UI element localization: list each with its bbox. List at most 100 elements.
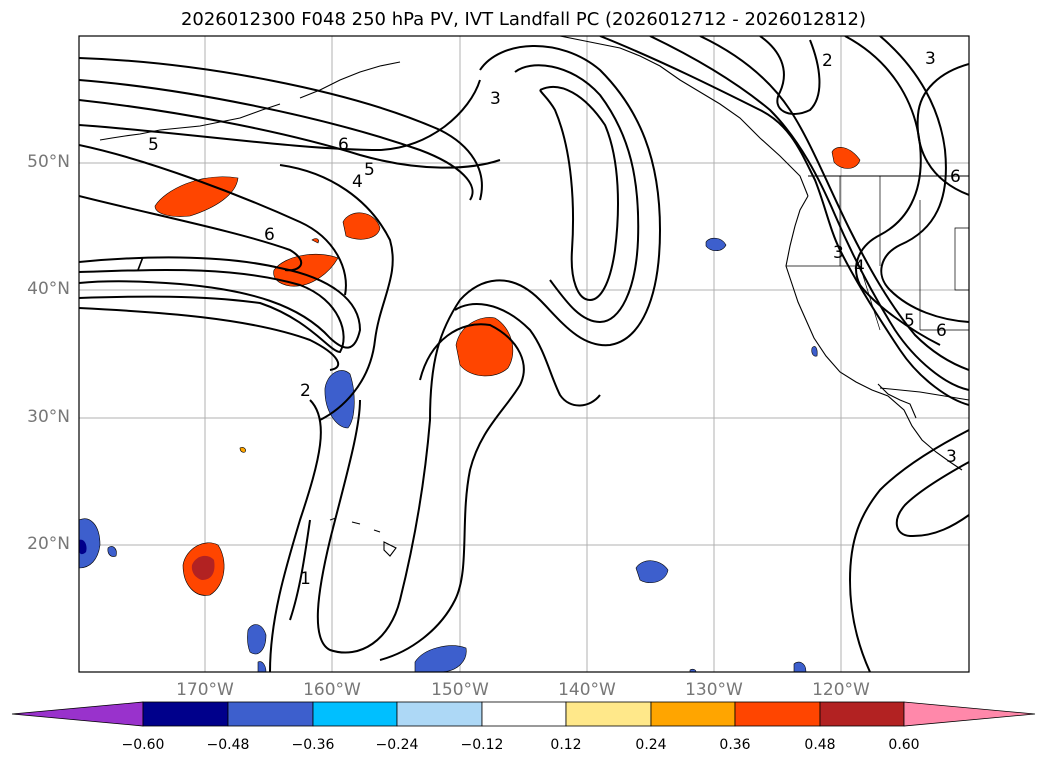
negative-anomaly-blob: [689, 668, 697, 672]
contour-label: 2: [822, 51, 833, 71]
contour-label-group: 1 2 3 3 3 4 4 5 5 5 6 6 6 6 7 2 3: [134, 49, 961, 589]
contour-label: 6: [936, 321, 947, 341]
contour-line-4-east: [649, 36, 969, 391]
positive-anomaly-blob: [342, 212, 381, 240]
contour-line-7: [79, 256, 362, 349]
colorbar-segment: [396, 701, 483, 727]
colorbar-extend-high: [903, 701, 1036, 727]
contour-label: 5: [364, 160, 375, 180]
negative-anomaly-blob: [79, 518, 101, 569]
lat-label-50n: 50°N: [27, 152, 70, 172]
contour-line-4: [79, 79, 474, 201]
colorbar: [11, 701, 1036, 727]
contour-line-6-upper: [79, 79, 481, 152]
contour-label: 4: [854, 257, 865, 277]
contour-line-2-east: [759, 36, 821, 115]
contour-line-5: [79, 144, 347, 296]
contour-line-2: [539, 85, 619, 302]
contour-label: 3: [490, 89, 501, 109]
negative-anomaly-blob: [247, 624, 267, 655]
colorbar-tick-label: 0.36: [719, 737, 751, 753]
chart-title: 2026012300 F048 250 hPa PV, IVT Landfall…: [180, 9, 867, 30]
positive-anomaly-blob: [455, 317, 514, 377]
contour-line-2-trough: [269, 399, 322, 672]
contour-label: 5: [148, 135, 159, 155]
aleutian-islands: [99, 61, 401, 141]
colorbar-tick-label: −0.36: [291, 737, 335, 753]
contour-label: 3: [946, 447, 957, 467]
lon-label-130w: 130°W: [685, 680, 743, 700]
colorbar-segment: [142, 701, 229, 727]
colorbar-tick-label: 0.48: [804, 737, 836, 753]
contour-line-3-northeast: [916, 63, 969, 196]
colorbar-segment: [565, 701, 652, 727]
negative-anomaly-blob: [635, 560, 669, 583]
map-plot-area: [79, 36, 969, 672]
contour-label: 6: [264, 225, 275, 245]
positive-anomaly-blob: [831, 147, 861, 169]
lat-label-20n: 20°N: [27, 534, 70, 554]
contour-line-lower-east: [848, 429, 969, 672]
colorbar-segment: [650, 701, 736, 727]
colorbar-tick-label: −0.48: [206, 737, 250, 753]
contour-line-5: [79, 99, 501, 169]
lon-label-170w: 170°W: [176, 680, 234, 700]
colorbar-segment: [481, 701, 567, 727]
negative-anomaly-core: [79, 539, 87, 555]
colorbar-tick-label: 0.12: [550, 737, 582, 753]
contour-label: 7: [134, 255, 145, 275]
colorbar-segment: [734, 701, 821, 727]
contour-line-1: [454, 303, 601, 407]
pv-contours: [79, 36, 969, 672]
colorbar-segment: [227, 701, 314, 727]
contour-label: 3: [833, 243, 844, 263]
map-frame: [78, 35, 970, 673]
lat-label-30n: 30°N: [27, 407, 70, 427]
contour-line-3-east: [599, 36, 969, 406]
lon-label-160w: 160°W: [303, 680, 361, 700]
negative-anomaly-blob: [811, 346, 818, 357]
contour-label: 5: [904, 311, 915, 331]
contour-line-1: [289, 323, 525, 661]
contour-label: 2: [300, 381, 311, 401]
contour-line-3-ridge: [514, 64, 640, 324]
colorbar-tick-label: −0.60: [121, 737, 165, 753]
contour-label: 1: [300, 569, 311, 589]
positive-anomaly-core: [191, 555, 215, 580]
contour-line-3-ridge: [316, 45, 662, 654]
contour-line-6: [79, 195, 340, 371]
lon-label-120w: 120°W: [812, 680, 870, 700]
contour-line-3: [279, 164, 394, 421]
lon-label-150w: 150°W: [431, 680, 489, 700]
contour-label: 4: [352, 172, 363, 192]
negative-anomaly-blob: [705, 237, 727, 252]
negative-anomaly-blob: [107, 546, 117, 557]
north-america-coast: [785, 195, 963, 471]
colorbar-extend-low: [11, 701, 144, 727]
colorbar-tick-label: −0.24: [375, 737, 419, 753]
contour-line-5-east: [844, 36, 941, 346]
negative-anomaly-blob: [257, 661, 267, 672]
contour-label: 3: [925, 49, 936, 69]
positive-anomaly-blob: [311, 238, 319, 244]
positive-anomaly-blob: [239, 447, 246, 453]
contour-line-5-east: [699, 36, 969, 371]
baja-california: [877, 383, 917, 419]
contour-line-6: [79, 268, 345, 354]
hawaiian-islands: [329, 517, 397, 557]
colorbar-segment: [312, 701, 398, 727]
contour-line-4: [79, 57, 483, 201]
contour-label: 6: [950, 167, 961, 187]
colorbar-tick-label: −0.12: [460, 737, 504, 753]
lon-label-140w: 140°W: [558, 680, 616, 700]
positive-anomaly-blob: [273, 253, 339, 287]
colorbar-segment: [819, 701, 905, 727]
alaska-coast: [559, 36, 809, 197]
contour-line-6-east: [879, 36, 969, 323]
pc-shading: [79, 147, 861, 672]
colorbar-tick-label: 0.24: [635, 737, 667, 753]
state-borders: [786, 176, 969, 331]
lat-label-40n: 40°N: [27, 279, 70, 299]
contour-label: 6: [338, 135, 349, 155]
